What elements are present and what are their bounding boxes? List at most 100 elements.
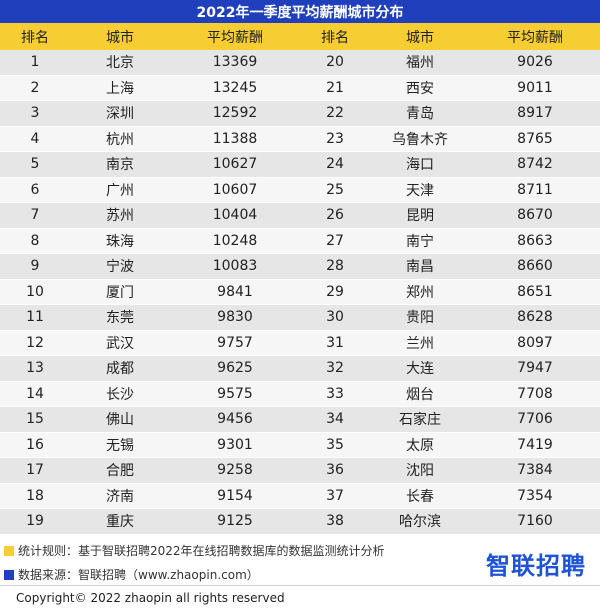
salary-cell: 10083 xyxy=(170,253,300,280)
table-row: 14 长沙 9575 33 烟台 7708 xyxy=(0,381,600,407)
rank-cell: 36 xyxy=(300,457,370,484)
table-row: 13 成都 9625 32 大连 7947 xyxy=(0,355,600,382)
rank-cell: 28 xyxy=(300,253,370,280)
rank-cell: 31 xyxy=(300,330,370,356)
page-title: 2022年一季度平均薪酬城市分布 xyxy=(0,0,600,23)
rank-cell: 5 xyxy=(0,151,70,178)
city-cell: 南昌 xyxy=(370,253,470,280)
salary-cell: 9026 xyxy=(470,50,600,76)
salary-cell: 13245 xyxy=(170,75,300,101)
salary-cell: 7708 xyxy=(470,381,600,407)
stat-rule-note: 统计规则：基于智联招聘2022年在线招聘数据库的数据监测统计分析 xyxy=(4,542,385,559)
zhaopin-logo: 智联招聘 xyxy=(486,552,586,580)
salary-cell: 9456 xyxy=(170,406,300,433)
table-row: 11 东莞 9830 30 贵阳 8628 xyxy=(0,304,600,331)
salary-cell: 9757 xyxy=(170,330,300,356)
salary-cell: 9575 xyxy=(170,381,300,407)
table-row: 17 合肥 9258 36 沈阳 7384 xyxy=(0,457,600,484)
city-cell: 宁波 xyxy=(70,253,170,280)
rank-cell: 27 xyxy=(300,228,370,254)
salary-cell: 9625 xyxy=(170,355,300,382)
salary-cell: 8660 xyxy=(470,253,600,280)
city-cell: 烟台 xyxy=(370,381,470,407)
city-cell: 合肥 xyxy=(70,457,170,484)
rank-cell: 14 xyxy=(0,381,70,407)
stat-rule-text: 统计规则：基于智联招聘2022年在线招聘数据库的数据监测统计分析 xyxy=(18,544,385,558)
header-salary: 平均薪酬 xyxy=(470,23,600,50)
city-cell: 石家庄 xyxy=(370,406,470,433)
rank-cell: 9 xyxy=(0,253,70,280)
city-cell: 长沙 xyxy=(70,381,170,407)
city-cell: 贵阳 xyxy=(370,304,470,331)
rank-cell: 2 xyxy=(0,75,70,101)
rank-cell: 34 xyxy=(300,406,370,433)
city-cell: 天津 xyxy=(370,177,470,203)
table-row: 2 上海 13245 21 西安 9011 xyxy=(0,75,600,101)
header-salary: 平均薪酬 xyxy=(170,23,300,50)
city-cell: 苏州 xyxy=(70,202,170,229)
salary-cell: 8663 xyxy=(470,228,600,254)
rank-cell: 4 xyxy=(0,126,70,152)
table-row: 12 武汉 9757 31 兰州 8097 xyxy=(0,330,600,356)
city-cell: 海口 xyxy=(370,151,470,178)
copyright: Copyright© 2022 zhaopin all rights reser… xyxy=(0,585,600,609)
table-header-row: 排名 城市 平均薪酬 排名 城市 平均薪酬 xyxy=(0,23,600,50)
city-cell: 郑州 xyxy=(370,279,470,305)
rank-cell: 33 xyxy=(300,381,370,407)
city-cell: 厦门 xyxy=(70,279,170,305)
salary-cell: 7947 xyxy=(470,355,600,382)
table-row: 8 珠海 10248 27 南宁 8663 xyxy=(0,228,600,254)
rank-cell: 23 xyxy=(300,126,370,152)
rank-cell: 17 xyxy=(0,457,70,484)
salary-cell: 9258 xyxy=(170,457,300,484)
rank-cell: 18 xyxy=(0,483,70,509)
city-cell: 珠海 xyxy=(70,228,170,254)
city-cell: 广州 xyxy=(70,177,170,203)
rank-cell: 7 xyxy=(0,202,70,229)
rank-cell: 19 xyxy=(0,508,70,535)
data-source-text: 数据来源：智联招聘（www.zhaopin.com） xyxy=(18,568,259,582)
salary-ranking-table: 排名 城市 平均薪酬 排名 城市 平均薪酬 1 北京 13369 20 福州 9026 2 上… xyxy=(0,23,600,535)
rank-cell: 35 xyxy=(300,432,370,458)
rank-cell: 3 xyxy=(0,100,70,127)
salary-cell: 8670 xyxy=(470,202,600,229)
table-row: 1 北京 13369 20 福州 9026 xyxy=(0,50,600,76)
salary-cell: 9830 xyxy=(170,304,300,331)
data-source-note: 数据来源：智联招聘（www.zhaopin.com） xyxy=(4,566,259,583)
salary-cell: 12592 xyxy=(170,100,300,127)
city-cell: 北京 xyxy=(70,50,170,76)
rank-cell: 1 xyxy=(0,50,70,76)
rank-cell: 37 xyxy=(300,483,370,509)
city-cell: 西安 xyxy=(370,75,470,101)
city-cell: 哈尔滨 xyxy=(370,508,470,535)
salary-cell: 7419 xyxy=(470,432,600,458)
rank-cell: 6 xyxy=(0,177,70,203)
table-row: 15 佛山 9456 34 石家庄 7706 xyxy=(0,406,600,433)
rank-cell: 29 xyxy=(300,279,370,305)
city-cell: 南宁 xyxy=(370,228,470,254)
salary-cell: 8917 xyxy=(470,100,600,127)
salary-cell: 7160 xyxy=(470,508,600,535)
rank-cell: 11 xyxy=(0,304,70,331)
city-cell: 太原 xyxy=(370,432,470,458)
salary-cell: 9301 xyxy=(170,432,300,458)
table-row: 18 济南 9154 37 长春 7354 xyxy=(0,483,600,509)
city-cell: 无锡 xyxy=(70,432,170,458)
rank-cell: 12 xyxy=(0,330,70,356)
table-row: 19 重庆 9125 38 哈尔滨 7160 xyxy=(0,508,600,535)
city-cell: 杭州 xyxy=(70,126,170,152)
city-cell: 长春 xyxy=(370,483,470,509)
salary-cell: 8651 xyxy=(470,279,600,305)
salary-cell: 10404 xyxy=(170,202,300,229)
salary-cell: 8765 xyxy=(470,126,600,152)
rank-cell: 8 xyxy=(0,228,70,254)
salary-cell: 10248 xyxy=(170,228,300,254)
salary-cell: 9125 xyxy=(170,508,300,535)
rank-cell: 38 xyxy=(300,508,370,535)
rank-cell: 30 xyxy=(300,304,370,331)
salary-cell: 9841 xyxy=(170,279,300,305)
salary-cell: 7706 xyxy=(470,406,600,433)
city-cell: 沈阳 xyxy=(370,457,470,484)
city-cell: 上海 xyxy=(70,75,170,101)
city-cell: 佛山 xyxy=(70,406,170,433)
